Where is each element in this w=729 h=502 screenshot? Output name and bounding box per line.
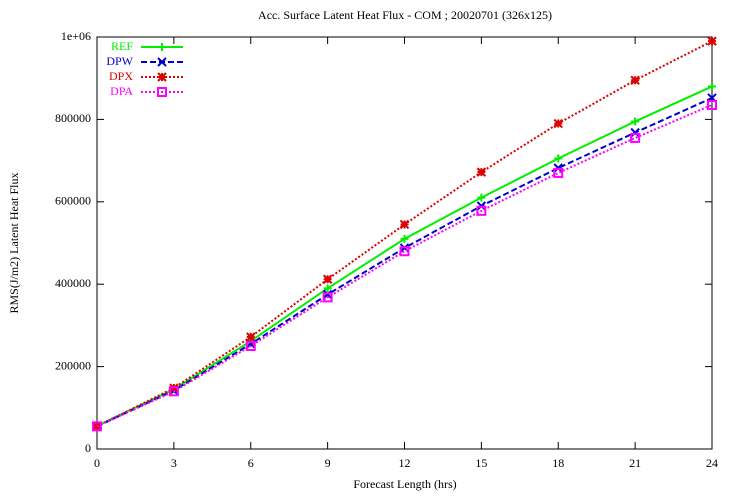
marker (554, 154, 563, 163)
legend-label: DPX (109, 69, 133, 83)
marker (245, 341, 256, 351)
marker (399, 246, 410, 257)
marker (708, 82, 716, 91)
x-tick-label: 18 (552, 456, 564, 470)
x-tick-label: 15 (475, 456, 487, 470)
x-tick-label: 9 (325, 456, 331, 470)
legend-marker (158, 43, 166, 51)
x-tick-label: 6 (248, 456, 254, 470)
legend-marker (157, 87, 167, 97)
legend-label: DPA (110, 84, 133, 98)
marker (400, 234, 409, 243)
marker (323, 284, 332, 293)
y-tick-label: 600000 (55, 194, 91, 208)
marker (168, 386, 179, 397)
x-tick-label: 12 (399, 456, 411, 470)
marker (630, 127, 640, 138)
legend-label: REF (111, 39, 133, 53)
x-tick-label: 0 (94, 456, 100, 470)
marker (476, 167, 487, 177)
series-line (96, 40, 713, 428)
chart-title: Acc. Surface Latent Heat Flux - COM ; 20… (258, 8, 552, 22)
marker (631, 117, 640, 126)
marker (477, 193, 486, 202)
marker (399, 219, 410, 230)
marker (630, 75, 640, 85)
y-axis-label: RMS(J/m2) Latent Heat Flux (7, 173, 21, 314)
y-tick-label: 1e+06 (61, 29, 91, 43)
x-tick-label: 24 (706, 456, 718, 470)
marker (322, 292, 333, 303)
x-axis-label: Forecast Length (hrs) (353, 477, 456, 491)
legend-label: DPW (106, 54, 133, 68)
marker (322, 289, 333, 300)
y-tick-label: 0 (85, 441, 91, 455)
marker (707, 99, 717, 110)
legend-marker (157, 57, 167, 67)
marker (246, 332, 256, 342)
marker (630, 132, 641, 143)
marker (707, 36, 717, 46)
x-tick-label: 3 (171, 456, 177, 470)
legend-marker (157, 72, 167, 82)
y-tick-label: 200000 (55, 358, 91, 372)
marker (322, 274, 333, 284)
marker (553, 167, 564, 178)
y-tick-label: 400000 (55, 276, 91, 290)
y-tick-label: 800000 (55, 111, 91, 125)
marker (553, 118, 563, 129)
plot-border (96, 36, 713, 450)
marker (92, 421, 102, 432)
marker (476, 205, 487, 216)
x-tick-label: 21 (629, 456, 641, 470)
